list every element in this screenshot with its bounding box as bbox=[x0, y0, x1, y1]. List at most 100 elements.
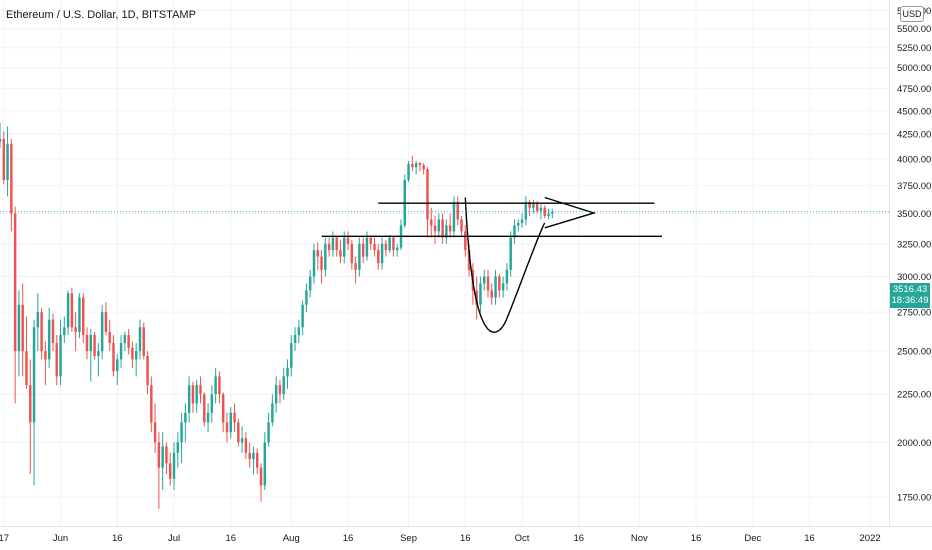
candle-body bbox=[535, 204, 539, 212]
candle-body bbox=[36, 312, 40, 328]
candle-body bbox=[361, 243, 365, 257]
candle-body bbox=[66, 293, 70, 328]
candle-body bbox=[97, 351, 100, 357]
candle-body bbox=[17, 304, 21, 352]
currency-button[interactable]: USD bbox=[900, 6, 924, 22]
price-tick-label: 4000.00 bbox=[897, 154, 931, 165]
chart-title: Ethereum / U.S. Dollar, 1D, BITSTAMP bbox=[6, 9, 196, 21]
candle-body bbox=[25, 351, 28, 386]
time-tick-label: Dec bbox=[744, 533, 761, 544]
price-tick-label: 3000.00 bbox=[897, 272, 931, 283]
candle-body bbox=[274, 385, 278, 404]
candle-body bbox=[21, 304, 24, 352]
candle-body bbox=[448, 225, 452, 232]
candle-body bbox=[501, 283, 505, 291]
candle-body bbox=[380, 243, 384, 264]
candle-body bbox=[452, 202, 456, 232]
time-tick-label: Sep bbox=[400, 533, 417, 544]
candle-body bbox=[316, 250, 319, 257]
candle-body bbox=[252, 452, 255, 460]
candle-body bbox=[123, 335, 127, 344]
price-tick-label: 2250.00 bbox=[897, 390, 931, 401]
candle-body bbox=[305, 290, 308, 305]
candle-body bbox=[392, 237, 395, 251]
candle-body bbox=[104, 312, 108, 332]
candle-body bbox=[437, 219, 441, 232]
candle-body bbox=[131, 347, 134, 360]
candle-body bbox=[138, 327, 142, 352]
candle-body bbox=[127, 335, 130, 348]
bar-countdown: 18:36:49 bbox=[891, 295, 929, 306]
candle-body bbox=[369, 237, 372, 244]
time-tick-label: Aug bbox=[283, 533, 300, 544]
candle-body bbox=[206, 412, 210, 423]
candle-body bbox=[63, 327, 66, 336]
candle-body bbox=[395, 247, 399, 251]
candle-body bbox=[482, 276, 486, 284]
candle-body bbox=[187, 385, 191, 413]
candle-body bbox=[509, 237, 512, 270]
candlestick-series bbox=[0, 122, 554, 509]
candle-body bbox=[520, 219, 524, 223]
price-tick-label: 4750.00 bbox=[897, 84, 931, 95]
candle-body bbox=[290, 343, 293, 368]
candle-body bbox=[467, 250, 471, 270]
candle-body bbox=[358, 243, 361, 270]
candle-body bbox=[176, 442, 180, 453]
candle-body bbox=[55, 343, 58, 377]
candle-body bbox=[327, 243, 331, 251]
price-tick-label: 3500.00 bbox=[897, 209, 931, 220]
candle-body bbox=[89, 335, 93, 352]
candle-body bbox=[490, 290, 494, 298]
time-tick-label: 16 bbox=[343, 533, 354, 544]
candle-body bbox=[180, 422, 183, 443]
candle-body bbox=[388, 237, 391, 251]
time-tick-label: 17 bbox=[0, 533, 9, 544]
candle-body bbox=[339, 250, 342, 257]
time-axis[interactable]: 17 Jun 16 Jul 16 Aug 16 Sep 16 Oct 16 Nov 16 Dec 16 202… bbox=[0, 533, 881, 544]
candle-body bbox=[486, 276, 490, 291]
candle-body bbox=[59, 335, 62, 377]
last-price-label: 3516.43 18:36:49 bbox=[890, 283, 930, 308]
candle-body bbox=[350, 243, 354, 264]
candle-body bbox=[547, 213, 550, 216]
time-tick-label: 16 bbox=[804, 533, 815, 544]
candle-body bbox=[134, 351, 138, 360]
candle-body bbox=[85, 335, 89, 352]
price-tick-label: 2000.00 bbox=[897, 438, 931, 449]
candle-body bbox=[445, 225, 448, 238]
candle-body bbox=[335, 237, 338, 251]
candle-body bbox=[74, 327, 77, 332]
candle-body bbox=[153, 422, 157, 443]
price-tick-label: 5250.00 bbox=[897, 43, 931, 54]
price-tick-label: 5500.00 bbox=[897, 24, 931, 35]
candle-body bbox=[411, 164, 414, 168]
time-tick-label: Nov bbox=[631, 533, 648, 544]
candle-body bbox=[221, 394, 225, 423]
candle-body bbox=[418, 163, 422, 166]
candle-body bbox=[414, 163, 418, 168]
price-tick-label: 4250.00 bbox=[897, 130, 931, 141]
candle-body bbox=[70, 293, 74, 328]
candle-body bbox=[100, 312, 104, 352]
candle-body bbox=[210, 394, 214, 413]
drawing-annotations[interactable] bbox=[0, 196, 889, 333]
candle-body bbox=[81, 297, 85, 336]
price-axis[interactable]: 5750.005500.005250.005000.004750.004500.… bbox=[897, 6, 931, 503]
time-tick-label: 16 bbox=[112, 533, 123, 544]
candle-body bbox=[6, 143, 9, 180]
price-tick-label: 2500.00 bbox=[897, 347, 931, 358]
last-price-value: 3516.43 bbox=[892, 284, 928, 295]
candle-body bbox=[2, 138, 6, 180]
candle-body bbox=[233, 412, 236, 423]
candle-body bbox=[532, 204, 535, 208]
price-tick-label: 3250.00 bbox=[897, 239, 931, 250]
candle-body bbox=[312, 250, 316, 277]
price-tick-label: 1750.00 bbox=[897, 492, 931, 503]
candle-body bbox=[240, 438, 244, 443]
candle-body bbox=[426, 169, 429, 220]
candle-body bbox=[308, 276, 312, 291]
candle-body bbox=[184, 412, 187, 423]
candle-body bbox=[267, 422, 270, 443]
